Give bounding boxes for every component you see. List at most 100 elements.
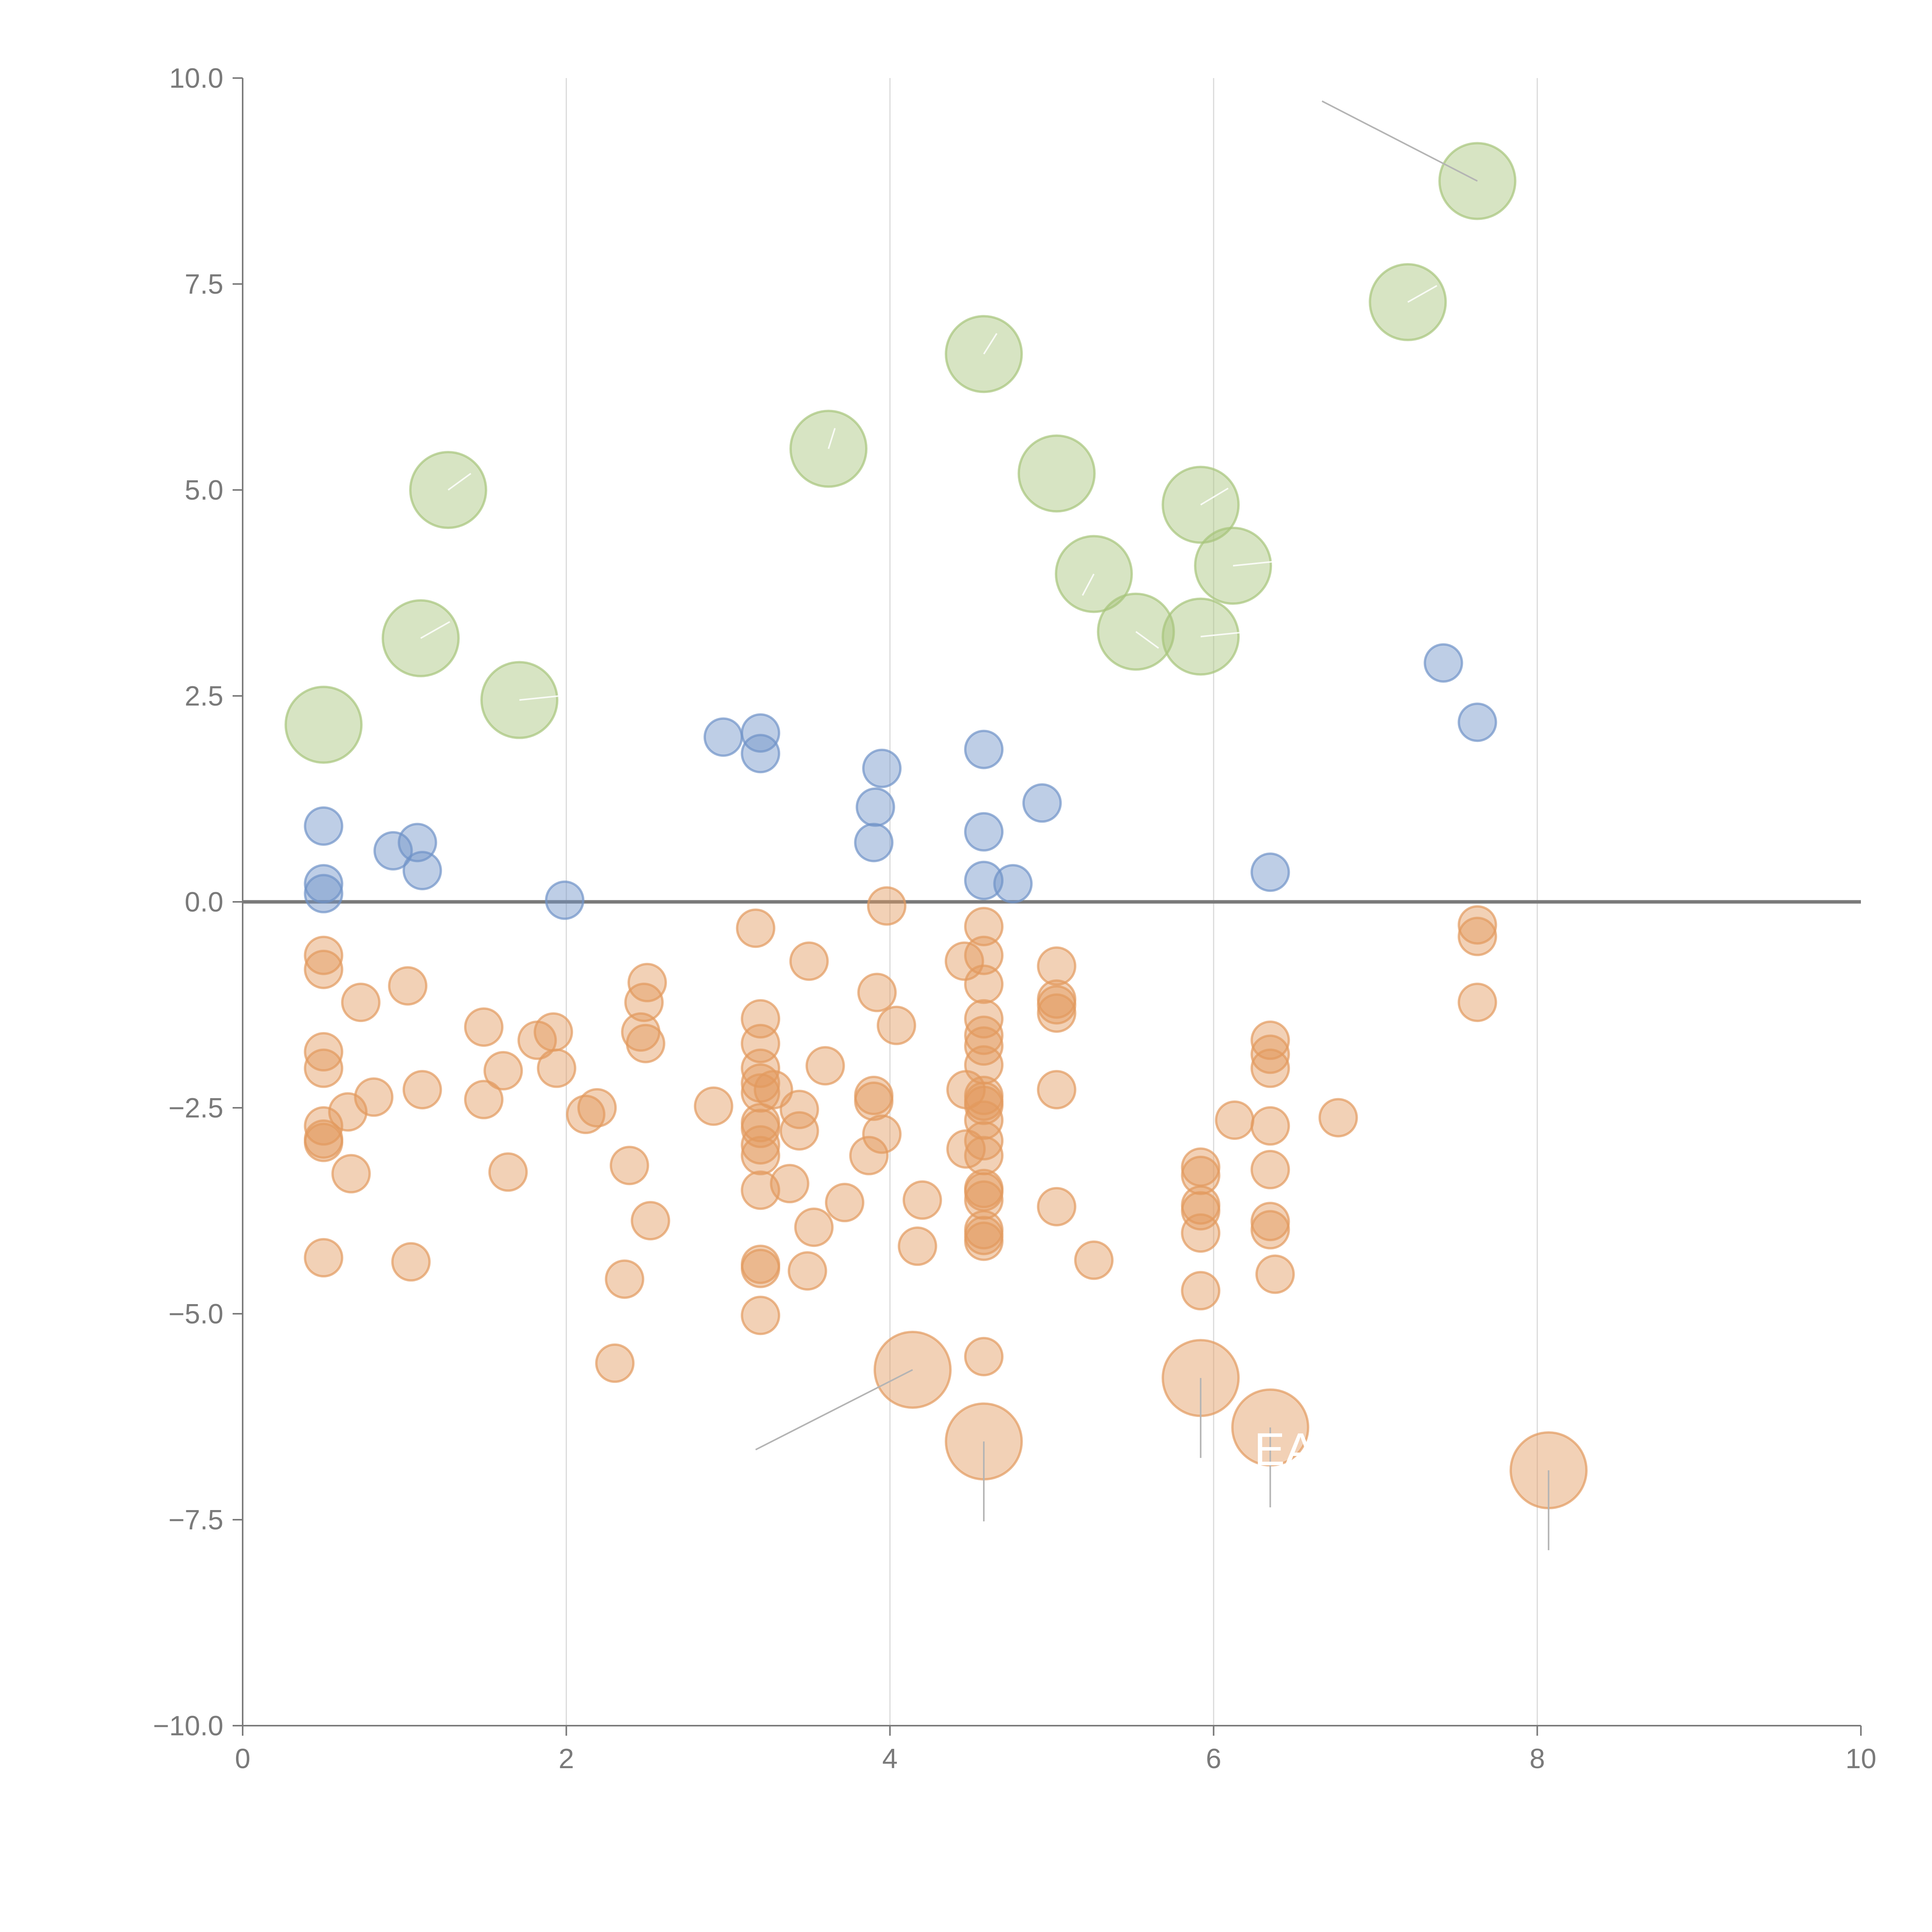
data-point	[964, 1100, 1004, 1140]
y-tick-label: −10.0	[153, 1711, 223, 1742]
data-point	[867, 886, 906, 926]
data-point	[741, 1296, 781, 1335]
data-point	[1181, 1155, 1221, 1195]
data-point	[741, 1109, 781, 1148]
data-point	[862, 748, 902, 788]
data-point	[624, 983, 664, 1022]
data-point	[304, 864, 344, 904]
y-tick-label: 2.5	[185, 681, 223, 712]
data-point	[1037, 985, 1077, 1025]
y-tick-label: 10.0	[169, 63, 223, 94]
data-point	[1250, 1210, 1290, 1250]
data-point	[595, 1343, 635, 1383]
data-point	[1255, 1254, 1295, 1294]
data-point	[964, 730, 1004, 769]
data-point	[304, 806, 344, 846]
data-point	[1074, 1240, 1114, 1280]
data-point	[741, 713, 781, 753]
data-point	[741, 1170, 781, 1210]
data-point	[825, 1183, 864, 1223]
data-point	[537, 1048, 577, 1088]
data-point	[964, 935, 1004, 975]
y-tick-label: 5.0	[185, 475, 223, 506]
data-point	[694, 1086, 733, 1126]
annotation-leader	[1135, 631, 1159, 649]
data-point	[1017, 434, 1096, 513]
annotation-leader	[983, 333, 998, 355]
data-point	[964, 861, 1004, 900]
data-point	[402, 1070, 442, 1110]
y-tick-label: 7.5	[185, 269, 223, 300]
y-tick-label: −5.0	[168, 1299, 223, 1330]
data-point	[902, 1180, 942, 1220]
data-point	[628, 963, 667, 1002]
data-point	[964, 1337, 1004, 1376]
x-tick-label: 4	[882, 1743, 898, 1774]
data-point	[964, 964, 1004, 1004]
data-point	[1037, 1187, 1077, 1226]
data-point	[794, 1208, 834, 1247]
data-point	[545, 880, 585, 920]
data-point	[805, 1046, 845, 1086]
data-point	[1037, 993, 1077, 1033]
data-point	[341, 983, 381, 1022]
axes: 0 2 4 6 8 10 10.0 7.5 5.0 2.5 0.0 −2.5 −5.0 −7.5 −10.0	[153, 63, 1876, 1774]
annotation-fragment: EA	[1254, 1423, 1316, 1475]
data-point	[964, 906, 1004, 946]
data-point	[304, 1122, 344, 1162]
data-point	[964, 999, 1004, 1039]
y-tick-label: −2.5	[168, 1093, 223, 1124]
data-point	[964, 1180, 1004, 1220]
data-point	[1318, 1098, 1358, 1138]
data-points	[284, 142, 1588, 1510]
data-point	[402, 850, 442, 890]
data-point	[1250, 1034, 1290, 1074]
annotation-leader	[1200, 488, 1229, 506]
data-point	[373, 831, 413, 871]
data-point	[964, 1015, 1004, 1055]
data-point	[964, 812, 1004, 852]
data-point	[577, 1088, 617, 1128]
data-point	[609, 1146, 649, 1185]
y-tick-label: −7.5	[168, 1505, 223, 1536]
data-point	[1458, 917, 1497, 956]
data-point	[854, 823, 894, 862]
data-point	[854, 1081, 894, 1121]
data-point	[1022, 783, 1062, 823]
data-point	[1250, 1202, 1290, 1242]
data-point	[876, 1005, 916, 1045]
data-point	[304, 1048, 344, 1088]
data-point	[964, 1136, 1004, 1175]
data-point	[898, 1226, 937, 1266]
data-point	[464, 1007, 504, 1047]
annotation-leader	[828, 428, 836, 449]
x-tick-label: 2	[559, 1743, 574, 1774]
data-point	[964, 1221, 1004, 1261]
data-point	[1458, 702, 1497, 742]
x-tick-label: 8	[1529, 1743, 1545, 1774]
data-point	[1458, 983, 1497, 1022]
data-point	[855, 787, 895, 827]
data-point	[787, 1251, 827, 1291]
data-point	[304, 935, 344, 975]
data-point	[1215, 1100, 1255, 1140]
data-point	[483, 1051, 523, 1091]
x-tick-label: 6	[1206, 1743, 1221, 1774]
data-point	[857, 973, 897, 1012]
data-point	[626, 1024, 665, 1063]
data-point	[391, 1242, 431, 1282]
data-point	[964, 1121, 1004, 1161]
data-point	[488, 1152, 528, 1192]
annotation-leader	[420, 621, 451, 639]
data-point	[1423, 643, 1463, 683]
data-point	[566, 1095, 605, 1134]
data-point	[1181, 1191, 1221, 1231]
data-point	[304, 1032, 344, 1072]
data-point	[534, 1012, 573, 1052]
data-point	[1181, 1213, 1221, 1253]
data-point	[1037, 1070, 1077, 1110]
data-point	[1458, 905, 1497, 945]
annotation-leader	[447, 473, 471, 491]
data-point	[993, 864, 1033, 904]
annotation-leader	[519, 695, 560, 701]
